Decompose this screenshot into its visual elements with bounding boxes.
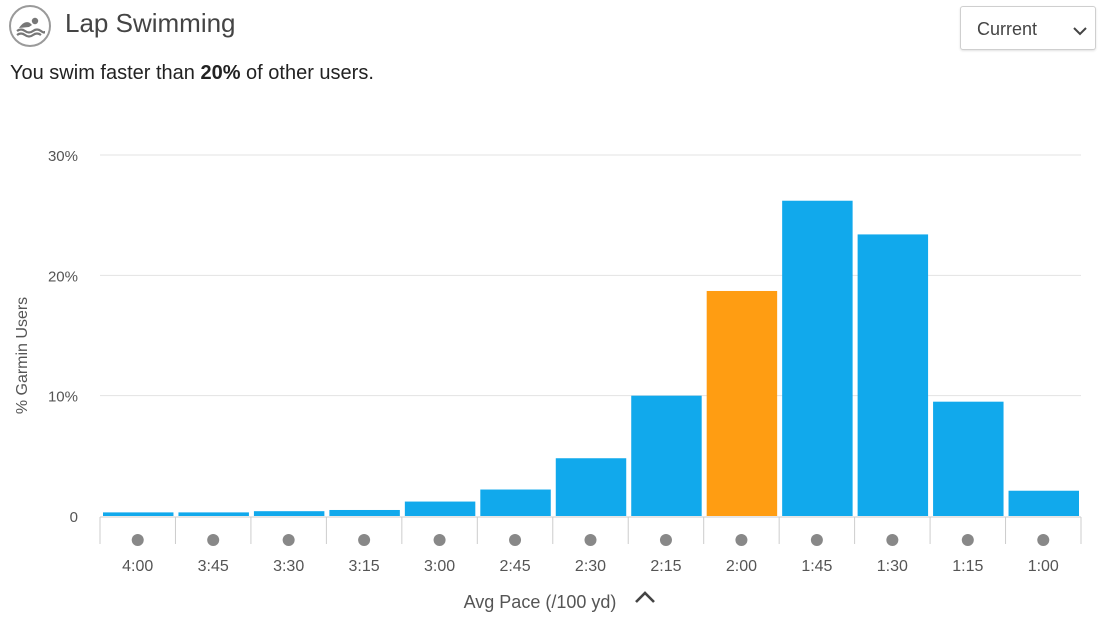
- chevron-down-icon: [1073, 23, 1087, 41]
- bar[interactable]: [1008, 490, 1079, 516]
- bar[interactable]: [404, 501, 476, 516]
- bar[interactable]: [480, 489, 551, 516]
- bar-highlight[interactable]: [706, 290, 778, 516]
- chevron-up-icon[interactable]: [635, 591, 655, 603]
- x-marker: [207, 534, 220, 546]
- bar[interactable]: [555, 458, 627, 516]
- x-tick-label: 3:45: [198, 558, 229, 575]
- bar[interactable]: [857, 234, 929, 517]
- page-title: Lap Swimming: [65, 8, 236, 38]
- y-tick-label: 10%: [48, 389, 78, 406]
- x-tick-label: 1:45: [801, 558, 832, 575]
- x-tick-label: 2:00: [726, 558, 757, 575]
- x-marker: [961, 534, 974, 546]
- x-tick-label: 2:30: [575, 558, 606, 575]
- x-tick-label: 3:15: [349, 558, 380, 575]
- swimmer-icon: [9, 5, 51, 47]
- x-tick-label: 3:30: [273, 558, 304, 575]
- summary-suffix: of other users.: [240, 62, 374, 84]
- x-tick-label: 1:30: [877, 558, 908, 575]
- header: Lap Swimming Current: [0, 0, 1107, 60]
- x-tick-label: 2:15: [650, 558, 681, 575]
- x-marker: [735, 534, 748, 546]
- x-tick-label: 4:00: [122, 558, 153, 575]
- y-tick-label: 20%: [48, 268, 78, 285]
- x-marker: [282, 534, 295, 546]
- bar[interactable]: [933, 401, 1004, 516]
- pace-histogram: 0 10% 20% 30% % Garmin Users 4:00 3:45 3:30 3:15…: [14, 148, 1082, 612]
- x-tick-label: 1:00: [1028, 558, 1059, 575]
- summary-percent: 20%: [200, 62, 241, 84]
- x-marker: [433, 534, 446, 546]
- x-axis-label[interactable]: Avg Pace (/100 yd): [464, 592, 617, 612]
- x-marker: [886, 534, 899, 546]
- x-marker: [810, 534, 823, 546]
- bar[interactable]: [631, 395, 702, 516]
- summary-prefix: You swim faster than: [10, 62, 201, 84]
- bar[interactable]: [253, 511, 325, 516]
- period-select[interactable]: Current: [960, 6, 1096, 50]
- summary-text: You swim faster than 20% of other users.: [10, 62, 374, 85]
- x-marker: [358, 534, 371, 546]
- x-marker: [509, 534, 522, 546]
- bar[interactable]: [329, 509, 400, 516]
- y-axis-label: % Garmin Users: [14, 297, 31, 414]
- x-tick-label: 2:45: [499, 558, 530, 575]
- bar[interactable]: [782, 200, 853, 516]
- period-select-value: Current: [977, 19, 1038, 39]
- x-marker: [131, 534, 144, 546]
- x-tick-label: 3:00: [424, 558, 455, 575]
- bar[interactable]: [103, 512, 174, 516]
- y-tick-label: 0: [70, 509, 78, 526]
- x-tick-label: 1:15: [952, 558, 983, 575]
- x-marker: [584, 534, 597, 546]
- y-tick-label: 30%: [48, 148, 78, 165]
- x-marker: [659, 534, 672, 546]
- x-marker: [1037, 534, 1050, 546]
- bar[interactable]: [178, 512, 249, 516]
